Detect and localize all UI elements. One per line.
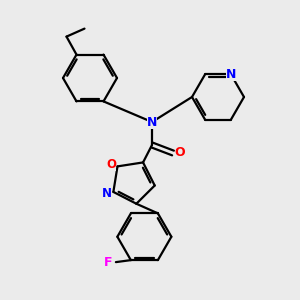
Text: N: N <box>102 188 112 200</box>
Text: N: N <box>147 116 157 128</box>
Text: O: O <box>106 158 116 171</box>
Text: O: O <box>175 146 185 160</box>
Text: F: F <box>103 256 112 268</box>
Text: N: N <box>226 68 236 81</box>
